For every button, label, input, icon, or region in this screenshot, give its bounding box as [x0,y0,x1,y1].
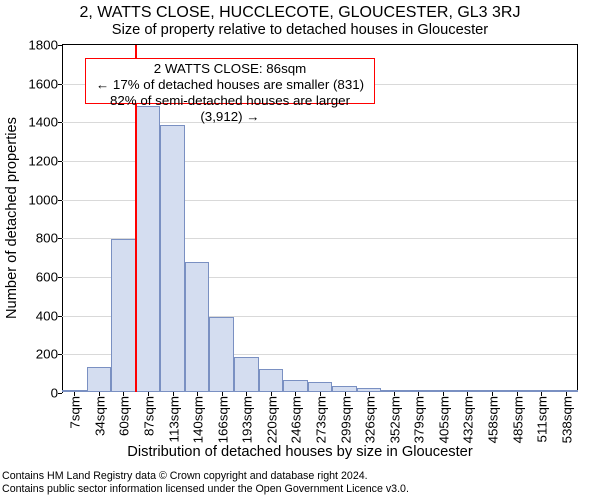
x-tick-label: 246sqm [287,396,304,443]
x-tick-label: 511sqm [533,396,550,442]
histogram-bar [136,106,161,392]
histogram-bar [87,367,112,392]
y-tick-label: 1200 [28,154,62,169]
histogram-bar [160,125,185,392]
x-tick-label: 140sqm [189,396,206,443]
y-tick-label: 1400 [28,115,62,130]
annotation-line: 2 WATTS CLOSE: 86sqm [90,61,370,77]
x-axis-label: Distribution of detached houses by size … [0,444,600,460]
x-tick-label: 538sqm [557,396,574,443]
y-tick-label: 800 [36,231,62,246]
chart-stage: 2, WATTS CLOSE, HUCCLECOTE, GLOUCESTER, … [0,0,600,500]
histogram-bar [308,382,333,392]
y-tick-label: 200 [36,347,62,362]
histogram-bar [185,262,210,392]
x-tick-label: 193sqm [238,396,255,443]
y-tick-label: 400 [36,308,62,323]
x-tick-label: 458sqm [484,396,501,443]
page-title: 2, WATTS CLOSE, HUCCLECOTE, GLOUCESTER, … [0,4,600,22]
annotation-line: 82% of semi-detached houses are larger (… [90,93,370,125]
x-tick-label: 352sqm [385,396,402,443]
x-tick-label: 87sqm [140,396,157,436]
x-tick-label: 326sqm [361,396,378,443]
y-tick-label: 600 [36,270,62,285]
y-tick-label: 1800 [28,38,62,53]
x-tick-label: 299sqm [336,396,353,443]
x-tick-label: 273sqm [312,396,329,443]
annotation-line: ← 17% of detached houses are smaller (83… [90,77,370,93]
y-tick-label: 1000 [28,192,62,207]
x-tick-label: 220sqm [262,396,279,443]
y-axis-label: Number of detached properties [4,44,20,392]
x-tick-label: 113sqm [164,396,181,442]
histogram-bar [111,239,136,392]
page-subtitle: Size of property relative to detached ho… [0,22,600,38]
footer-line: Contains HM Land Registry data © Crown c… [0,470,600,483]
y-tick-label: 0 [51,386,62,401]
x-tick-label: 405sqm [434,396,451,443]
x-tick-label: 379sqm [410,396,427,443]
x-tick-label: 34sqm [90,396,107,436]
x-tick-label: 432sqm [459,396,476,443]
x-tick-label: 485sqm [508,396,525,443]
x-tick-label: 166sqm [213,396,230,443]
footer-line: Contains public sector information licen… [0,483,600,496]
footer-attribution: Contains HM Land Registry data © Crown c… [0,470,600,496]
histogram-bar [209,317,234,392]
histogram-bar [283,380,308,392]
x-tick-label: 7sqm [66,396,83,429]
y-tick-label: 1600 [28,76,62,91]
x-tick-label: 60sqm [115,396,132,436]
histogram-bar [259,369,284,392]
histogram-bar [234,357,259,392]
annotation-box: 2 WATTS CLOSE: 86sqm ← 17% of detached h… [85,58,375,104]
